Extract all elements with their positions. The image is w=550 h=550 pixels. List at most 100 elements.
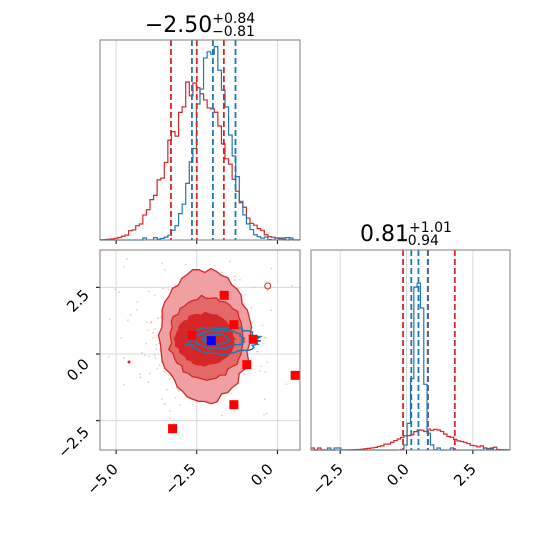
- scatter-point: [213, 264, 216, 267]
- panel-frame: [310, 249, 511, 451]
- density-layer: [30, 217, 300, 455]
- x-tick-labels-2d: −5.0 −2.5 0.0: [83, 460, 276, 498]
- scatter-point: [220, 271, 223, 274]
- scatter-point: [259, 370, 262, 372]
- contour-fragment: [127, 360, 131, 364]
- scatter-point: [162, 370, 165, 373]
- scatter-point: [91, 453, 93, 455]
- scatter-point: [167, 288, 170, 291]
- scatter-point: [30, 416, 32, 418]
- scatter-point: [156, 367, 159, 370]
- scatter-point: [244, 293, 247, 296]
- scatter-point: [184, 263, 187, 266]
- scatter-point: [243, 373, 246, 375]
- truth-marker: [206, 336, 216, 346]
- scatter-point: [139, 376, 142, 379]
- scatter-point: [221, 414, 224, 417]
- scatter-point: [122, 383, 125, 386]
- y-tick-labels-2d: 2.5 0.0 −2.5: [54, 286, 92, 461]
- title-param-1: −2.50+0.84: [145, 11, 255, 38]
- scatter-point: [266, 289, 269, 292]
- scatter-point: [256, 350, 259, 353]
- scatter-point: [259, 334, 262, 337]
- sample-marker: [248, 334, 258, 344]
- histogram-series-b: [100, 46, 300, 241]
- title-param-1-minus: −0.81: [212, 24, 255, 40]
- scatter-point: [175, 247, 177, 249]
- scatter-point: [270, 267, 273, 270]
- scatter-point: [139, 373, 142, 376]
- scatter-point: [250, 306, 253, 309]
- scatter-point: [270, 309, 272, 312]
- y-tick-label: −2.5: [54, 423, 92, 461]
- scatter-point: [263, 413, 265, 416]
- scatter-point: [129, 313, 132, 316]
- scatter-point: [147, 329, 150, 332]
- scatter-point: [154, 357, 157, 360]
- scatter-point: [253, 286, 256, 289]
- scatter-point: [158, 364, 161, 366]
- scatter-point: [176, 217, 178, 219]
- scatter-point: [262, 342, 265, 345]
- scatter-point: [285, 383, 288, 386]
- scatter-point: [266, 412, 268, 415]
- scatter-point: [136, 300, 139, 303]
- scatter-point: [123, 357, 126, 359]
- scatter-point: [157, 317, 159, 319]
- scatter-point: [118, 291, 120, 294]
- scatter-point: [151, 336, 154, 339]
- scatter-point: [157, 342, 160, 345]
- scatter-point: [264, 336, 266, 339]
- scatter-point: [169, 417, 172, 419]
- histogram-series-a: [99, 81, 301, 241]
- scatter-point: [174, 284, 176, 286]
- scatter-point: [263, 398, 266, 401]
- x-tick-label: −5.0: [83, 460, 121, 498]
- scatter-point: [155, 343, 158, 346]
- scatter-point: [168, 377, 171, 380]
- scatter-point: [164, 269, 166, 271]
- scatter-point: [176, 388, 179, 391]
- scatter-point: [145, 342, 148, 345]
- scatter-point: [174, 396, 177, 399]
- scatter-point: [141, 351, 143, 354]
- sample-marker: [219, 290, 229, 300]
- scatter-point: [234, 275, 236, 278]
- scatter-point: [178, 390, 180, 392]
- scatter-point: [234, 279, 237, 281]
- scatter-point: [107, 355, 110, 358]
- title-param-2-minus: −0.94: [396, 233, 439, 249]
- x-tick-label: 0.0: [383, 460, 413, 490]
- scatter-point: [228, 260, 231, 263]
- scatter-point: [152, 331, 154, 334]
- y-tick-label: 0.0: [63, 355, 93, 385]
- scatter-point: [155, 348, 158, 351]
- scatter-point: [163, 403, 166, 405]
- sample-marker: [187, 330, 197, 340]
- scatter-point: [153, 294, 156, 297]
- sample-marker: [290, 370, 300, 380]
- scatter-point: [266, 361, 269, 364]
- scatter-point: [161, 287, 164, 290]
- scatter-point: [166, 388, 168, 391]
- panel-frame: [99, 39, 301, 241]
- panel-frame: [99, 249, 301, 451]
- scatter-point: [154, 354, 156, 356]
- scatter-point: [126, 319, 129, 322]
- x-tick-label: −2.5: [308, 460, 346, 498]
- scatter-point: [144, 354, 147, 357]
- panel-2d-density: [30, 217, 301, 455]
- x-tick-label: 0.0: [247, 460, 277, 490]
- scatter-point: [148, 372, 151, 375]
- x-tick-label: 2.5: [450, 460, 480, 490]
- title-param-2: 0.81+1.01: [360, 220, 452, 247]
- sample-marker: [168, 424, 178, 434]
- scatter-point: [243, 302, 245, 305]
- scatter-point: [264, 371, 267, 373]
- scatter-point: [147, 290, 150, 293]
- scatter-point: [291, 284, 294, 287]
- scatter-point: [261, 324, 264, 327]
- scatter-point: [136, 309, 138, 311]
- contour-series-b: [184, 326, 263, 356]
